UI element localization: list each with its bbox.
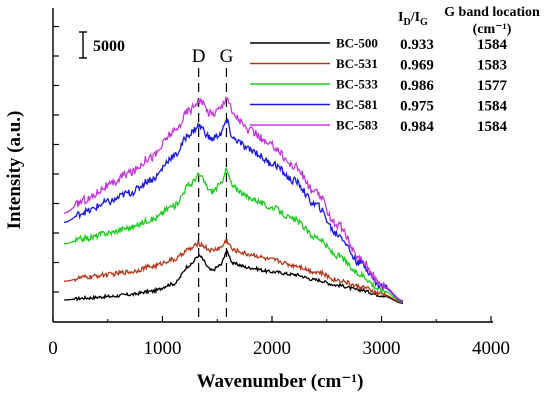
x-tick-label: 0 xyxy=(48,338,58,359)
table-gband-value: 1583 xyxy=(477,58,507,74)
spectrum-line-bc-581 xyxy=(63,117,404,302)
table-gband-value: 1584 xyxy=(477,37,508,53)
table-ratio-value: 0.969 xyxy=(400,58,434,74)
chart-labels: D G 5000 xyxy=(79,31,234,67)
table-gband-value: 1584 xyxy=(477,99,508,115)
table-gband-value: 1577 xyxy=(477,78,508,94)
axes: 0 1000 2000 3000 4000 Wavenumber (cm⁻¹) Intens… xyxy=(4,8,510,392)
peak-label: G xyxy=(220,46,234,67)
x-tick-label: 4000 xyxy=(472,338,510,359)
legend-label: BC-500 xyxy=(336,36,378,51)
table-header-ratio: ID/IG xyxy=(398,10,428,28)
series-lines xyxy=(63,95,404,304)
spectrum-line-bc-531 xyxy=(64,237,404,304)
peak-guide-lines xyxy=(198,68,228,322)
spectrum-line-bc-533 xyxy=(64,167,404,303)
table-ratio-value: 0.984 xyxy=(400,119,434,135)
legend: BC-500 BC-531 BC-533 BC-581 BC-583 xyxy=(250,36,378,133)
table-header-part: G xyxy=(420,17,428,28)
table-header-gband-unit: (cm⁻¹) xyxy=(473,22,512,37)
scale-bar-label: 5000 xyxy=(93,38,125,55)
x-axis-title: Wavenumber (cm⁻¹) xyxy=(197,371,364,392)
peak-label: D xyxy=(192,46,206,67)
spectrum-line-bc-583 xyxy=(63,95,404,302)
y-axis-title: Intensity (a.u.) xyxy=(4,111,25,230)
table-header-part: D xyxy=(403,17,410,28)
ratio-table: ID/IG G band location (cm⁻¹) 0.933 1584 0.969… xyxy=(398,5,540,135)
x-tick-label: 2000 xyxy=(253,338,291,359)
legend-label: BC-583 xyxy=(336,118,378,133)
table-ratio-value: 0.975 xyxy=(400,99,434,115)
x-tick-label: 1000 xyxy=(144,338,182,359)
legend-label: BC-533 xyxy=(336,77,378,92)
legend-label: BC-531 xyxy=(336,56,378,71)
x-tick-label: 3000 xyxy=(363,338,401,359)
spectrum-line-bc-500 xyxy=(64,249,403,304)
table-gband-value: 1584 xyxy=(477,119,508,135)
table-header-part: I xyxy=(398,10,403,25)
table-ratio-value: 0.933 xyxy=(400,37,434,53)
legend-label: BC-581 xyxy=(336,97,378,112)
table-header-gband: G band location xyxy=(444,5,540,20)
table-ratio-value: 0.986 xyxy=(400,78,434,94)
table-header-part: /I xyxy=(410,10,420,25)
